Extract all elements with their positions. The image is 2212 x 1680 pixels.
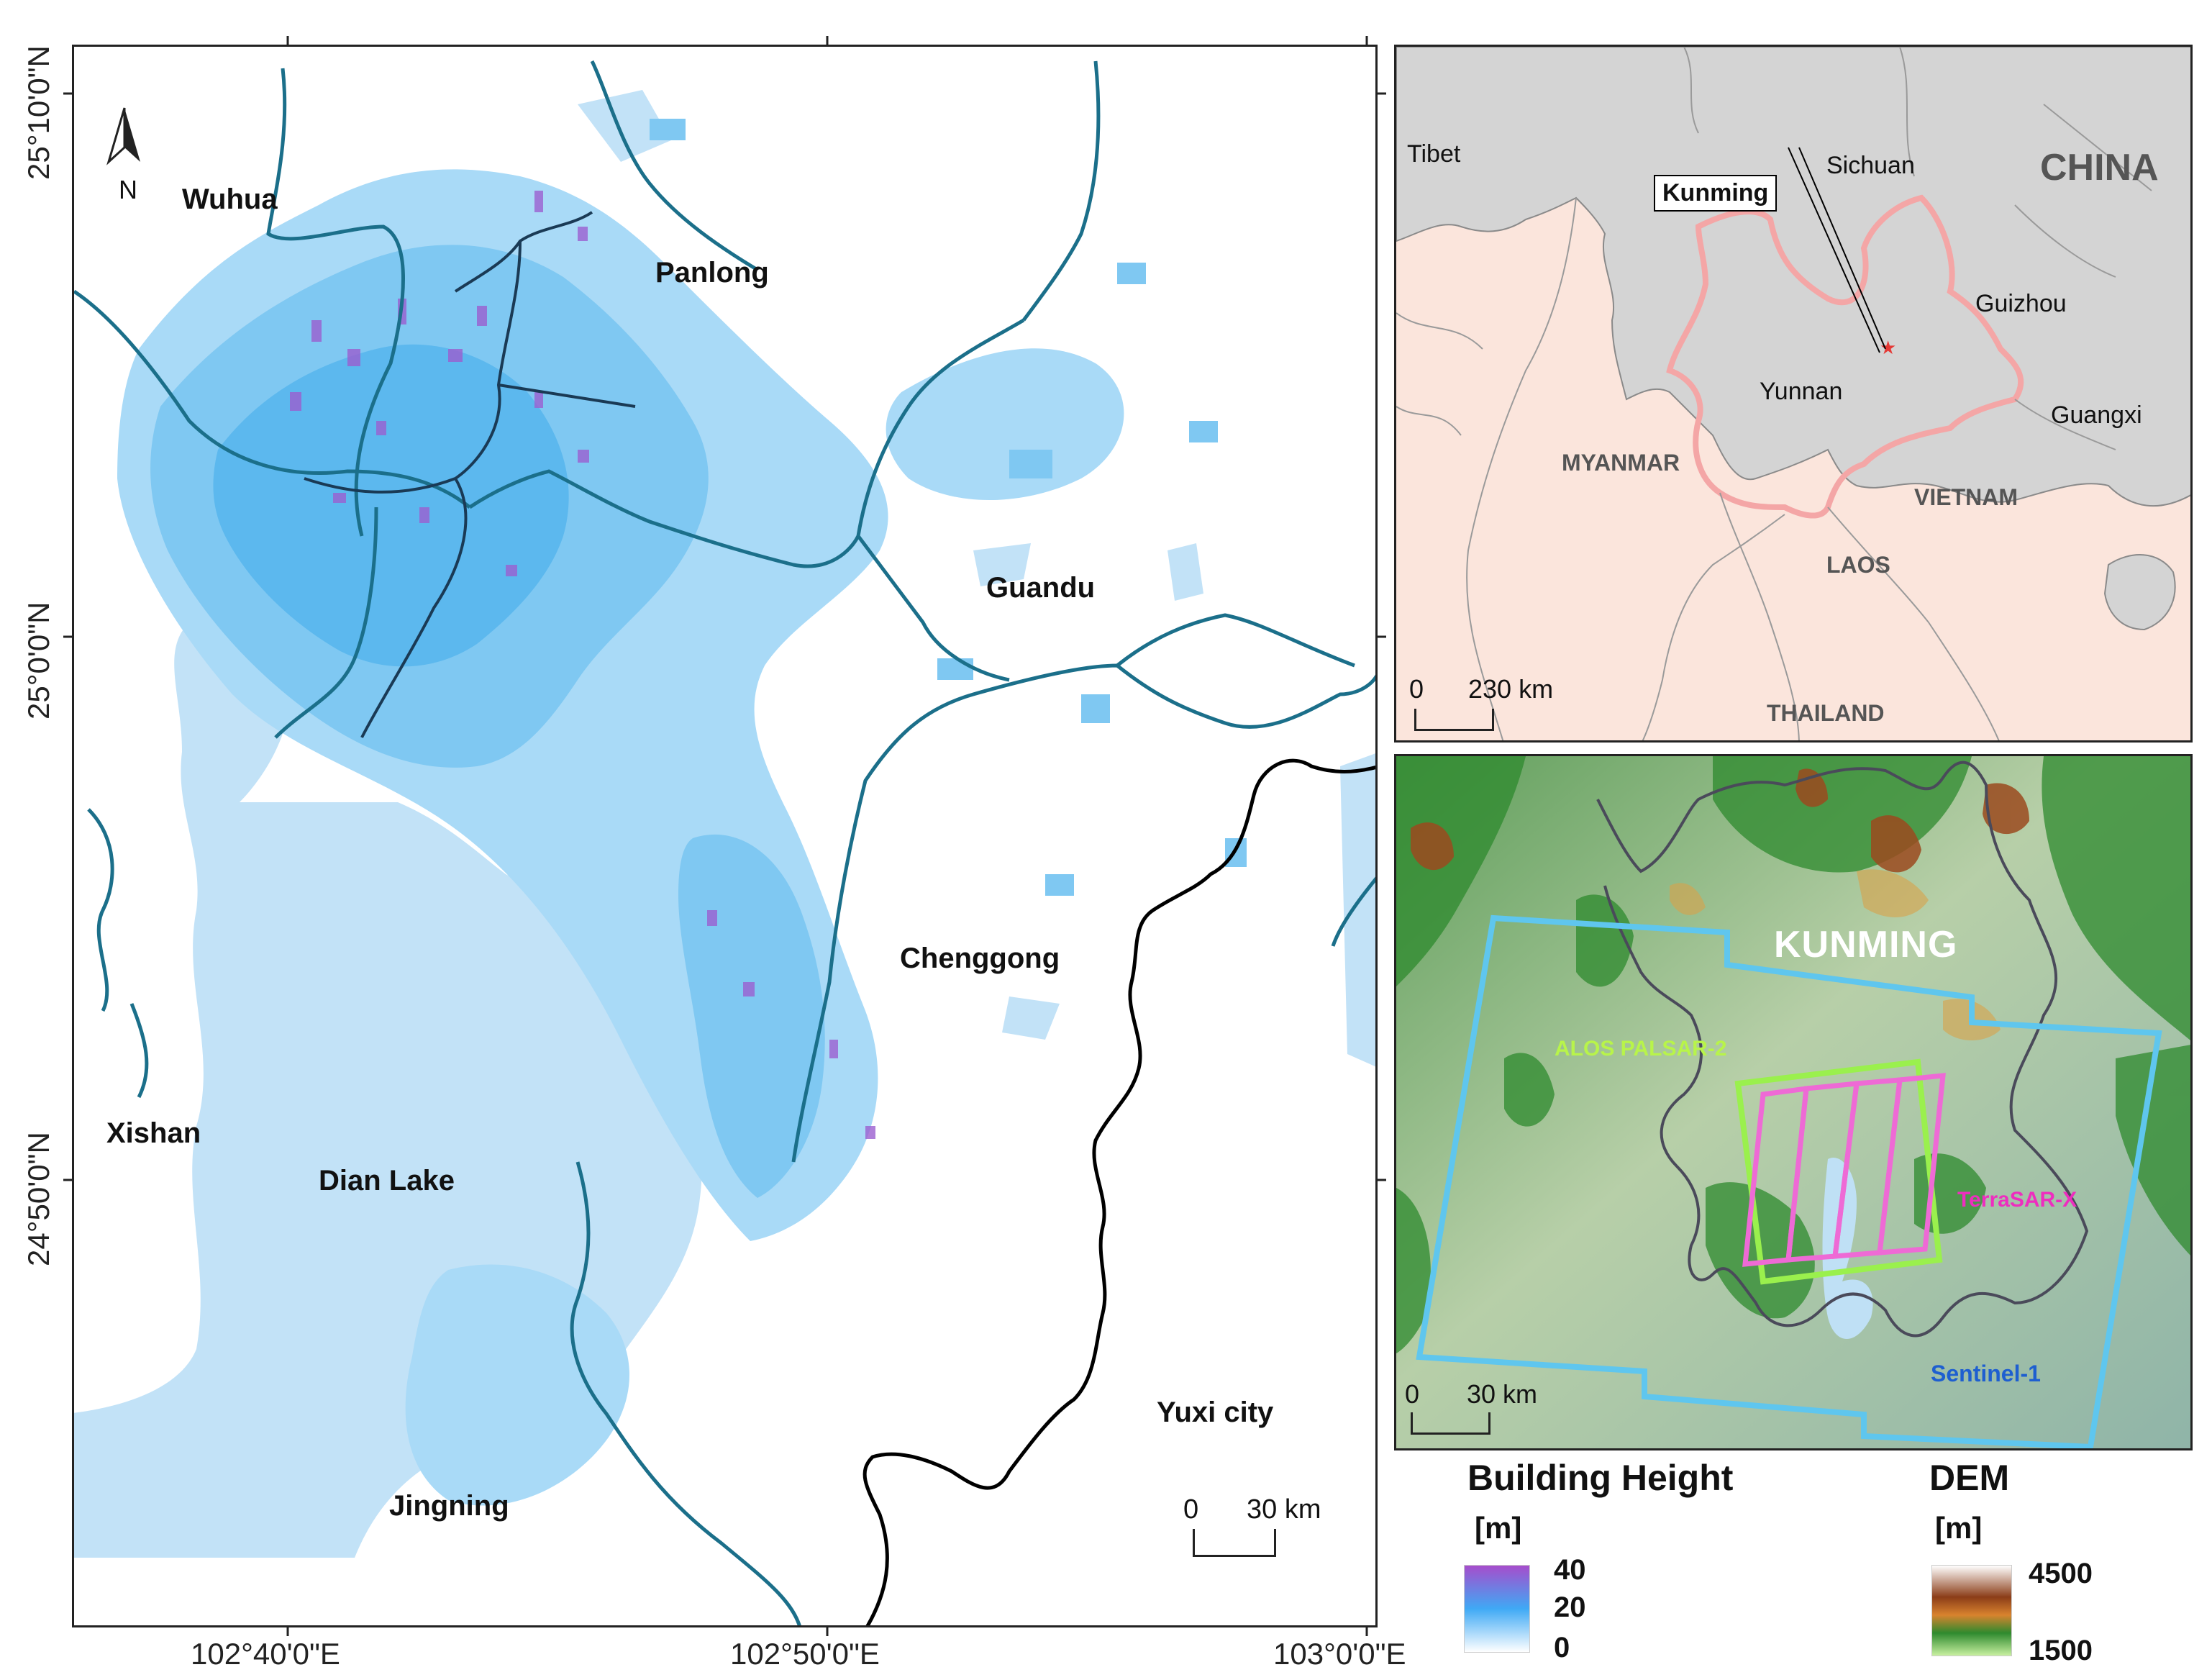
inset-scale-start: 0 bbox=[1409, 674, 1424, 704]
region-label-thailand: THAILAND bbox=[1767, 700, 1885, 726]
lat-label-25-00: 25°0'0"N bbox=[22, 601, 55, 720]
terrasar-x-footprint bbox=[1742, 1073, 1946, 1267]
district-label-chenggong: Chenggong bbox=[900, 943, 1060, 974]
region-label-tibet: Tibet bbox=[1407, 140, 1461, 168]
inset-map-canvas bbox=[1396, 47, 2190, 740]
lon-label-103-00: 103°0'0"E bbox=[1273, 1637, 1406, 1671]
building-height-value-max: 40 bbox=[1554, 1554, 1586, 1586]
lon-label-102-40: 102°40'0"E bbox=[191, 1637, 340, 1671]
sensor-label-terrasar: TerraSAR-X bbox=[1957, 1188, 2077, 1212]
dem-legend-unit: [m] bbox=[1935, 1511, 1983, 1545]
region-label-myanmar: MYANMAR bbox=[1562, 450, 1680, 476]
callout-leader-lines bbox=[1788, 147, 1886, 353]
inset-scale-bar bbox=[1414, 709, 1494, 731]
dem-scale-end: 30 km bbox=[1467, 1379, 1538, 1409]
lat-label-25-10: 25°10'0"N bbox=[22, 45, 55, 180]
region-label-guizhou: Guizhou bbox=[1975, 290, 2067, 317]
dem-value-max: 4500 bbox=[2029, 1558, 2093, 1589]
terrain-peaks bbox=[1411, 768, 2029, 873]
district-label-wuhua: Wuhua bbox=[182, 183, 278, 215]
reservoir-shape bbox=[1340, 753, 1375, 1067]
kunming-callout: Kunming bbox=[1654, 175, 1778, 212]
inset-scale-end: 230 km bbox=[1468, 674, 1554, 704]
dem-map-canvas bbox=[1396, 756, 2190, 1448]
region-label-laos: LAOS bbox=[1826, 552, 1890, 578]
sensor-label-alos: ALOS PALSAR-2 bbox=[1555, 1037, 1727, 1061]
district-label-guandu: Guandu bbox=[986, 572, 1096, 604]
reservoir-shape bbox=[578, 90, 671, 162]
dem-scale-bar bbox=[1411, 1412, 1490, 1435]
main-scale-start: 0 bbox=[1183, 1494, 1199, 1525]
lon-label-102-50: 102°50'0"E bbox=[730, 1637, 880, 1671]
main-map-ticks bbox=[63, 36, 1386, 1636]
terrain-forest bbox=[1396, 756, 2190, 1353]
district-label-yuxi-city: Yuxi city bbox=[1157, 1397, 1274, 1428]
building-height-value-mid: 20 bbox=[1554, 1592, 1586, 1623]
yunnan-border bbox=[1666, 194, 2024, 519]
district-label-xishan: Xishan bbox=[106, 1117, 201, 1149]
main-map-panel[interactable]: N Wuhua Panlong Guandu Chenggong Xishan … bbox=[72, 45, 1378, 1627]
hainan-shape bbox=[2103, 554, 2176, 631]
region-label-yunnan: Yunnan bbox=[1760, 378, 1843, 405]
dem-coverage-map[interactable]: KUNMING ALOS PALSAR-2 TerraSAR-X Sentine… bbox=[1394, 754, 2193, 1450]
sentinel-1-footprint bbox=[1416, 914, 2162, 1448]
reservoir-shape bbox=[1168, 543, 1203, 601]
district-label-dian-lake: Dian Lake bbox=[319, 1165, 455, 1197]
north-label: N bbox=[119, 175, 137, 204]
kunming-admin-border bbox=[1596, 760, 2089, 1338]
sensor-label-sentinel: Sentinel-1 bbox=[1931, 1361, 2041, 1386]
dem-city-label: KUNMING bbox=[1774, 924, 1958, 966]
yuxi-border bbox=[863, 758, 1375, 1625]
district-borders bbox=[74, 60, 1375, 1625]
main-scale-bar bbox=[1193, 1529, 1276, 1557]
inset-location-map[interactable]: ★ Kunming Tibet Sichuan CHINA Guizhou Yu… bbox=[1394, 45, 2193, 743]
inner-district-borders bbox=[304, 211, 636, 738]
dem-value-min: 1500 bbox=[2029, 1635, 2093, 1666]
region-label-vietnam: VIETNAM bbox=[1914, 484, 2018, 510]
dem-color-ramp bbox=[1931, 1565, 2012, 1656]
main-scale-end: 30 km bbox=[1247, 1494, 1321, 1525]
lat-label-24-50: 24°50'0"N bbox=[22, 1132, 55, 1266]
dem-legend-title: DEM bbox=[1929, 1458, 2010, 1498]
dem-scale-start: 0 bbox=[1405, 1379, 1420, 1409]
reservoir-shape bbox=[973, 543, 1031, 586]
building-height-legend-title: Building Height bbox=[1467, 1458, 1734, 1498]
district-label-panlong: Panlong bbox=[655, 257, 769, 289]
district-label-jingning: Jingning bbox=[389, 1490, 509, 1522]
alos-palsar-2-footprint bbox=[1734, 1058, 1943, 1285]
north-arrow-icon bbox=[106, 107, 140, 165]
region-label-china: CHINA bbox=[2040, 147, 2159, 189]
reservoir-shape bbox=[1002, 996, 1060, 1040]
kunming-star-icon: ★ bbox=[1880, 337, 1897, 358]
region-label-sichuan: Sichuan bbox=[1826, 152, 1915, 179]
urban-coverage bbox=[117, 119, 1247, 1506]
building-height-value-min: 0 bbox=[1554, 1632, 1570, 1663]
china-shape bbox=[1396, 47, 2190, 507]
region-label-guangxi: Guangxi bbox=[2051, 401, 2142, 429]
building-height-color-ramp bbox=[1464, 1565, 1530, 1653]
country-borders bbox=[1396, 47, 2152, 740]
building-height-legend-unit: [m] bbox=[1475, 1511, 1522, 1545]
main-map-canvas bbox=[74, 60, 1375, 1625]
